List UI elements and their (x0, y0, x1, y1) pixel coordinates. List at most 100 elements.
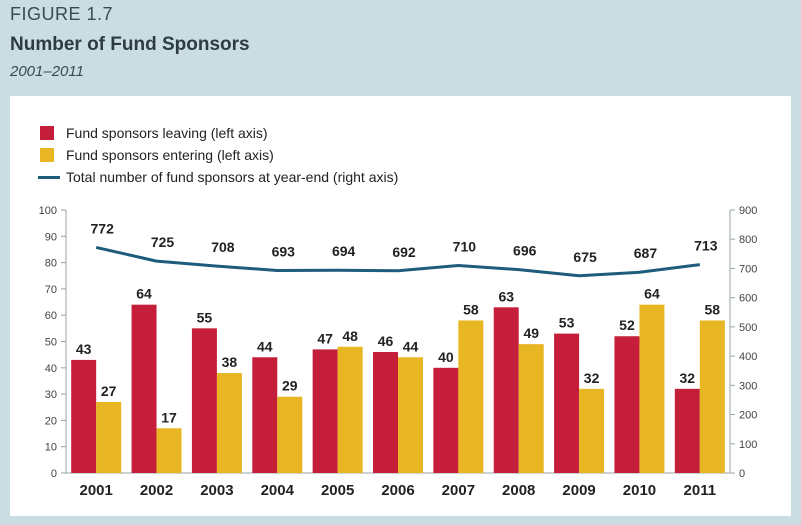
data-label-total: 687 (634, 245, 658, 261)
legend-label-leaving: Fund sponsors leaving (left axis) (66, 125, 268, 141)
x-tick-label: 2004 (261, 482, 295, 499)
bar-entering (699, 320, 725, 473)
bar-entering (639, 304, 665, 473)
bar-leaving (191, 328, 217, 473)
bar-entering (458, 320, 484, 473)
data-label-total: 692 (392, 244, 416, 260)
bar-leaving (614, 336, 640, 473)
data-label-entering: 27 (101, 383, 117, 399)
right-tick-label: 800 (739, 234, 757, 246)
right-tick-label: 100 (739, 439, 757, 451)
x-tick-label: 2007 (442, 482, 475, 499)
left-tick-label: 10 (45, 442, 57, 454)
bar-entering (96, 401, 122, 473)
bar-entering (216, 373, 242, 473)
right-tick-label: 200 (739, 410, 757, 422)
data-label-leaving: 63 (498, 288, 514, 304)
bar-leaving (674, 388, 700, 473)
figure-title: Number of Fund Sponsors (10, 34, 250, 55)
left-tick-label: 80 (45, 258, 57, 270)
bar-entering (277, 396, 303, 473)
data-label-total: 708 (211, 239, 235, 255)
bar-leaving (71, 359, 97, 473)
data-label-leaving: 43 (76, 341, 92, 357)
left-tick-label: 40 (45, 363, 57, 375)
legend-item-leaving: Fund sponsors leaving (left axis) (38, 122, 398, 144)
data-label-entering: 49 (523, 325, 539, 341)
data-label-leaving: 52 (619, 317, 635, 333)
legend-label-entering: Fund sponsors entering (left axis) (66, 147, 274, 163)
bar-leaving (433, 367, 459, 473)
data-label-entering: 58 (463, 301, 479, 317)
data-label-total: 696 (513, 243, 537, 259)
left-tick-label: 100 (39, 205, 57, 217)
left-tick-label: 20 (45, 415, 57, 427)
line-total (95, 245, 701, 278)
bar-entering (156, 428, 182, 473)
left-tick-label: 60 (45, 310, 57, 322)
legend-line-total (38, 175, 60, 179)
right-tick-label: 300 (739, 380, 757, 392)
chart-panel: Fund sponsors leaving (left axis) Fund s… (10, 96, 791, 516)
right-tick-label: 500 (739, 322, 757, 334)
left-tick-label: 90 (45, 231, 57, 243)
x-tick-label: 2008 (502, 482, 535, 499)
bar-leaving (131, 304, 157, 473)
data-label-entering: 32 (584, 370, 600, 386)
bar-entering (518, 344, 544, 473)
data-label-leaving: 46 (378, 333, 394, 349)
data-label-entering: 38 (222, 354, 238, 370)
bar-leaving (493, 307, 519, 473)
left-tick-label: 50 (45, 337, 57, 349)
x-tick-label: 2005 (321, 482, 354, 499)
x-tick-label: 2010 (623, 482, 656, 499)
bar-entering (579, 388, 605, 473)
right-tick-label: 0 (739, 468, 745, 480)
data-label-leaving: 32 (680, 370, 696, 386)
bar-entering (398, 357, 423, 473)
x-tick-label: 2003 (200, 482, 233, 499)
bar-leaving (554, 333, 580, 473)
legend-item-total: Total number of fund sponsors at year-en… (38, 166, 398, 188)
data-label-entering: 64 (644, 286, 660, 302)
data-label-total: 710 (453, 239, 477, 255)
bar-entering (337, 346, 363, 473)
x-tick-label: 2002 (140, 482, 173, 499)
data-label-total: 713 (694, 238, 718, 254)
bar-leaving (252, 357, 278, 473)
data-label-entering: 44 (403, 338, 419, 354)
x-tick-label: 2001 (79, 482, 112, 499)
data-label-total: 675 (573, 249, 597, 265)
data-label-entering: 17 (161, 409, 177, 425)
figure-label: FIGURE 1.7 (10, 4, 114, 24)
bar-leaving (373, 352, 398, 473)
x-tick-label: 2011 (684, 482, 717, 499)
data-label-total: 694 (332, 243, 356, 259)
data-label-entering: 58 (705, 301, 721, 317)
bar-leaving (312, 349, 338, 473)
data-label-total: 693 (272, 243, 296, 259)
data-label-leaving: 40 (438, 349, 454, 365)
left-tick-label: 0 (51, 468, 57, 480)
data-label-leaving: 64 (136, 286, 152, 302)
data-label-total: 772 (91, 220, 115, 236)
bar-line-chart: 0 10 20 30 40 50 60 70 80 90 100 0 100 200 300 400 500 60… (39, 205, 758, 499)
x-tick-label: 2006 (381, 482, 414, 499)
x-tick-label: 2009 (562, 482, 595, 499)
data-label-leaving: 44 (257, 338, 273, 354)
legend-swatch-leaving (40, 126, 54, 140)
right-tick-label: 700 (739, 263, 757, 275)
data-label-leaving: 53 (559, 315, 575, 331)
data-label-leaving: 47 (317, 330, 333, 346)
chart-legend: Fund sponsors leaving (left axis) Fund s… (38, 122, 398, 188)
left-tick-label: 70 (45, 284, 57, 296)
left-tick-label: 30 (45, 389, 57, 401)
right-tick-label: 400 (739, 351, 757, 363)
legend-swatch-entering (40, 148, 54, 162)
figure-subtitle: 2001–2011 (10, 63, 84, 80)
data-label-leaving: 55 (197, 309, 213, 325)
data-label-entering: 29 (282, 378, 298, 394)
data-label-total: 725 (151, 234, 175, 250)
data-label-entering: 48 (342, 328, 358, 344)
legend-item-entering: Fund sponsors entering (left axis) (38, 144, 398, 166)
